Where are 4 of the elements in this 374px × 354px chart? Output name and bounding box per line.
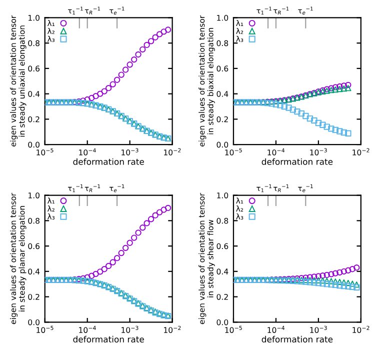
- x-axis-title: deformation rate: [73, 336, 144, 342]
- x-axis-title: deformation rate: [262, 158, 333, 165]
- x-axis-title: deformation rate: [262, 336, 333, 342]
- x-axis-title: deformation rate: [73, 158, 144, 165]
